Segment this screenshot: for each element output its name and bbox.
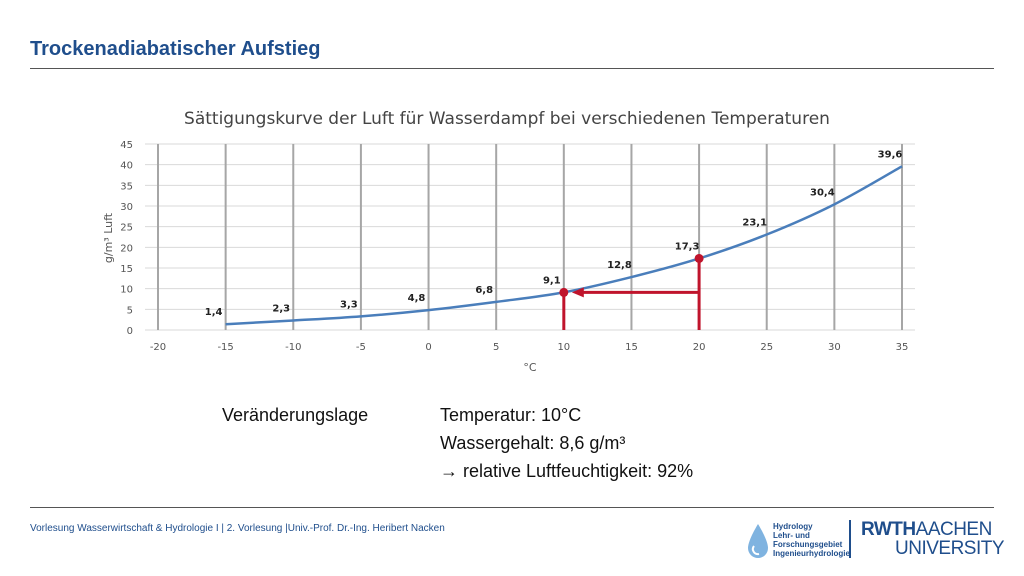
annotation-point — [694, 253, 704, 263]
university-text: UNIVERSITY — [895, 538, 1005, 559]
data-label: 3,3 — [340, 299, 358, 310]
x-tick-label: -10 — [285, 342, 301, 353]
y-tick-label: 30 — [120, 202, 133, 213]
x-tick-label: -5 — [356, 342, 366, 353]
rwth-logo: RWTHAACHEN — [861, 520, 992, 539]
footer-text: Vorlesung Wasserwirtschaft & Hydrologie … — [30, 523, 445, 534]
y-tick-label: 20 — [120, 243, 133, 254]
x-tick-label: -20 — [150, 342, 166, 353]
x-tick-label: 0 — [425, 342, 431, 353]
y-tick-label: 10 — [120, 285, 133, 296]
state-label: Veränderungslage — [222, 405, 369, 425]
relative-humidity-text: → relative Luftfeuchtigkeit: 92% — [440, 461, 694, 481]
data-labels: 1,4 2,3 3,3 4,8 6,8 9,1 12,8 17,3 23,1 30,4 39,6 — [205, 149, 903, 318]
x-tick-label: 25 — [760, 342, 773, 353]
logo-area: Hydrology Lehr- und Forschungsgebiet Ing… — [745, 518, 1005, 564]
y-tick-label: 40 — [120, 161, 133, 172]
chart-title: Sättigungskurve der Luft für Wasserdampf… — [184, 109, 830, 129]
rwth-text: RWTH — [861, 519, 916, 540]
x-tick-label: 10 — [557, 342, 570, 353]
annotation-point — [559, 287, 569, 297]
saturation-chart: Sättigungskurve der Luft für Wasserdampf… — [102, 109, 915, 374]
data-label: 6,8 — [475, 285, 493, 296]
annotation-markers — [559, 253, 704, 330]
x-tick-label: 15 — [625, 342, 638, 353]
temperature-text: Temperatur: 10°C — [440, 405, 582, 425]
y-tick-label: 5 — [127, 305, 133, 316]
data-label: 30,4 — [810, 187, 835, 198]
y-axis-label: g/m³ Luft — [102, 212, 115, 263]
data-label: 4,8 — [408, 293, 426, 304]
data-label: 2,3 — [272, 303, 290, 314]
water-content-text: Wassergehalt: 8,6 g/m³ — [440, 433, 626, 453]
hydro-line: Hydrology — [773, 522, 813, 531]
x-tick-labels: -20 -15 -10 -5 0 5 10 15 20 25 30 35 — [150, 342, 909, 353]
x-tick-label: 5 — [493, 342, 499, 353]
chart-grid — [145, 143, 915, 331]
data-label: 9,1 — [543, 275, 561, 286]
aachen-text: AACHEN — [915, 519, 993, 540]
x-axis-label: °C — [523, 361, 537, 374]
x-tick-label: 30 — [828, 342, 841, 353]
x-tick-label: 20 — [693, 342, 706, 353]
hydro-line: Lehr- und — [773, 531, 810, 540]
hydrology-logo-text: Hydrology Lehr- und Forschungsgebiet Ing… — [773, 522, 853, 558]
y-tick-label: 15 — [120, 264, 133, 275]
data-label: 23,1 — [742, 218, 767, 229]
y-tick-label: 0 — [127, 326, 133, 337]
y-tick-label: 45 — [120, 140, 133, 151]
y-tick-labels: 0 5 10 15 20 25 30 35 40 45 — [120, 140, 133, 337]
slide-title: Trockenadiabatischer Aufstieg — [30, 38, 321, 60]
annotation-arrowhead — [571, 287, 584, 298]
y-tick-label: 35 — [120, 181, 133, 192]
data-label: 17,3 — [675, 241, 700, 252]
y-tick-label: 25 — [120, 223, 133, 234]
title-divider — [30, 68, 994, 69]
logo-divider — [849, 520, 851, 558]
data-label: 12,8 — [607, 260, 632, 271]
footer-divider — [30, 507, 994, 508]
water-drop-icon — [748, 524, 768, 558]
x-tick-label: -15 — [217, 342, 233, 353]
hydro-line: Forschungsgebiet — [773, 540, 843, 549]
hydro-line: Ingenieurhydrologie — [773, 549, 850, 558]
data-label: 1,4 — [205, 307, 223, 318]
data-label: 39,6 — [878, 149, 903, 160]
x-tick-label: 35 — [896, 342, 909, 353]
